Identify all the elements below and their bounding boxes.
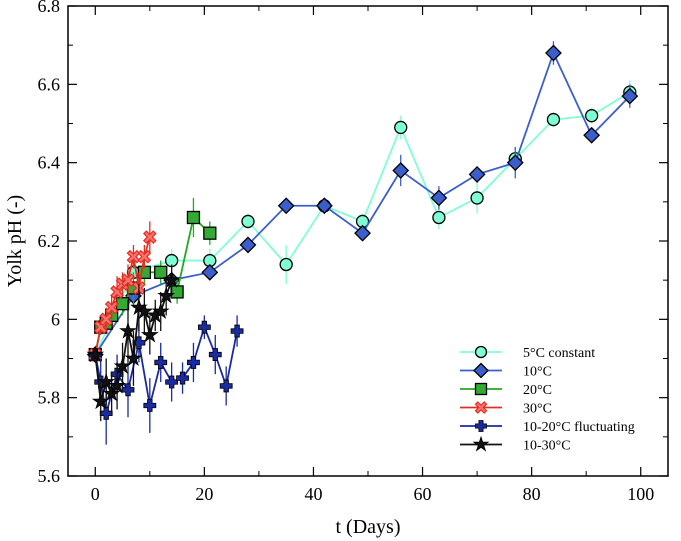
data-point-diamond (545, 44, 562, 62)
series-layer (86, 41, 639, 445)
legend-item: 10-20°C fluctuating (460, 420, 635, 435)
data-point-star (151, 302, 170, 320)
legend-item: 10°C (460, 362, 552, 380)
data-point-diamond (430, 189, 448, 207)
data-point-star (102, 384, 121, 402)
data-point-square (203, 226, 217, 240)
y-tick-label: 6 (51, 309, 60, 329)
data-point-circle (474, 345, 488, 359)
data-point-cross (99, 312, 114, 327)
data-point-star (140, 325, 159, 343)
data-point-square (154, 265, 168, 279)
series (88, 80, 637, 362)
data-point-star (472, 435, 490, 452)
data-point-plus (99, 406, 113, 420)
legend-item: 10-30°C (460, 435, 571, 454)
legend-label: 20°C (523, 383, 552, 398)
legend-item: 5°C constant (460, 345, 595, 361)
data-point-cross (121, 273, 135, 288)
x-tick-label: 20 (195, 484, 213, 504)
data-point-plus (230, 324, 244, 338)
data-point-plus (219, 379, 233, 393)
legend-label: 5°C constant (523, 346, 595, 361)
legend-label: 10°C (523, 365, 552, 380)
x-tick-label: 60 (414, 484, 432, 504)
data-point-diamond (392, 162, 410, 179)
data-point-cross (474, 401, 488, 414)
data-point-plus (176, 371, 189, 385)
data-point-star (108, 376, 126, 394)
data-point-plus (165, 375, 179, 389)
y-tick-label: 6.4 (38, 153, 61, 173)
data-point-star (97, 372, 116, 390)
data-point-star (113, 357, 132, 374)
data-point-plus (121, 383, 135, 397)
x-tick-label: 100 (627, 484, 654, 504)
data-point-diamond (201, 263, 219, 281)
data-point-square (474, 382, 488, 396)
axis-ticks: 0 20 40 60 80 100 5.6 5.8 6 6.2 6.4 6.6 6.8 (38, 0, 668, 504)
data-point-star (91, 392, 110, 410)
data-point-diamond (473, 362, 489, 379)
data-point-star (157, 286, 176, 304)
data-point-diamond (354, 224, 371, 242)
data-point-cross (137, 249, 152, 264)
data-point-circle (241, 214, 255, 229)
y-tick-label: 6.2 (38, 231, 61, 251)
y-axis-title: Yolk pH (-) (4, 195, 26, 287)
data-point-star (162, 270, 181, 288)
series (86, 41, 639, 364)
legend-item: 20°C (460, 382, 552, 398)
data-point-plus (197, 320, 211, 334)
legend: 5°C constant 10°C 20°C 30°C 10-20°C fluctuat… (460, 345, 635, 454)
data-point-circle (584, 109, 599, 123)
data-point-circle (394, 120, 408, 135)
y-tick-label: 6.6 (38, 74, 61, 94)
data-point-star (119, 321, 137, 339)
data-point-circle (279, 257, 293, 272)
legend-label: 30°C (523, 402, 552, 417)
data-point-plus (154, 356, 168, 369)
data-point-diamond (583, 126, 601, 144)
data-point-star (135, 302, 154, 320)
data-point-star (86, 345, 105, 363)
x-tick-label: 80 (523, 484, 541, 504)
data-point-plus (208, 348, 222, 361)
data-point-diamond (315, 197, 333, 215)
y-tick-label: 5.8 (38, 388, 61, 408)
data-point-plus (475, 420, 487, 432)
data-point-cross (104, 300, 119, 315)
data-point-cross (142, 230, 157, 244)
series-line (94, 50, 631, 356)
y-tick-label: 6.8 (38, 0, 61, 16)
legend-item: 30°C (460, 401, 552, 417)
data-point-square (115, 297, 130, 311)
x-tick-label: 0 (91, 484, 100, 504)
data-point-plus (143, 399, 157, 412)
legend-label: 10-20°C fluctuating (523, 420, 635, 435)
x-tick-label: 40 (304, 484, 322, 504)
series (86, 264, 181, 422)
data-point-cross (126, 249, 141, 264)
data-point-diamond (621, 87, 639, 105)
data-point-circle (432, 210, 446, 225)
data-point-diamond (506, 154, 524, 172)
data-point-diamond (468, 165, 486, 183)
data-point-plus (187, 356, 200, 369)
data-point-circle (546, 112, 561, 127)
y-tick-label: 5.6 (38, 466, 61, 486)
data-point-diamond (239, 236, 257, 254)
data-point-star (124, 349, 143, 367)
legend-label: 10-30°C (523, 439, 571, 454)
x-axis-title: t (Days) (336, 516, 401, 538)
data-point-square (170, 285, 184, 299)
plot-frame (67, 5, 669, 477)
data-point-diamond (277, 197, 295, 215)
data-point-circle (470, 191, 484, 205)
data-point-square (186, 210, 201, 225)
